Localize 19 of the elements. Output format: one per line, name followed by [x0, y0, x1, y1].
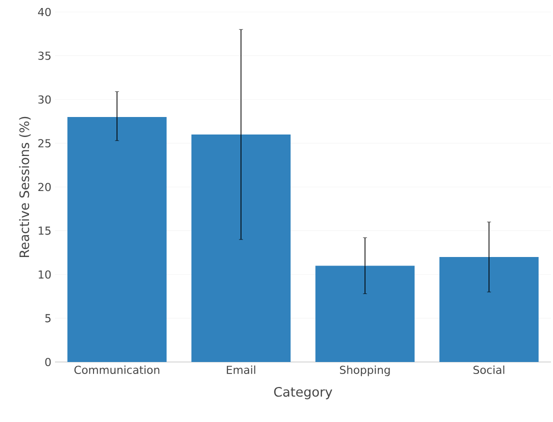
- x-axis-title: Category: [274, 386, 332, 400]
- y-tick-label: 20: [38, 182, 51, 192]
- bar: [191, 134, 291, 362]
- y-axis-title: Reactive Sessions (%): [19, 116, 31, 258]
- y-tick-label: 40: [38, 8, 51, 16]
- y-tick-label: 5: [45, 314, 51, 322]
- y-tick-label: 25: [38, 139, 51, 148]
- bar: [315, 266, 415, 362]
- bar: [439, 256, 539, 362]
- y-tick-label: 35: [38, 52, 51, 60]
- y-tick-label: 15: [38, 226, 51, 235]
- bar: [67, 116, 167, 362]
- y-tick-label: 30: [38, 95, 51, 104]
- y-tick-label: 10: [38, 270, 51, 279]
- x-tick-label: Communication: [74, 366, 160, 374]
- x-tick-label: Social: [473, 366, 504, 374]
- x-tick-label: Shopping: [340, 366, 390, 376]
- y-tick-label: 0: [45, 358, 51, 366]
- x-tick-label: Email: [226, 366, 256, 374]
